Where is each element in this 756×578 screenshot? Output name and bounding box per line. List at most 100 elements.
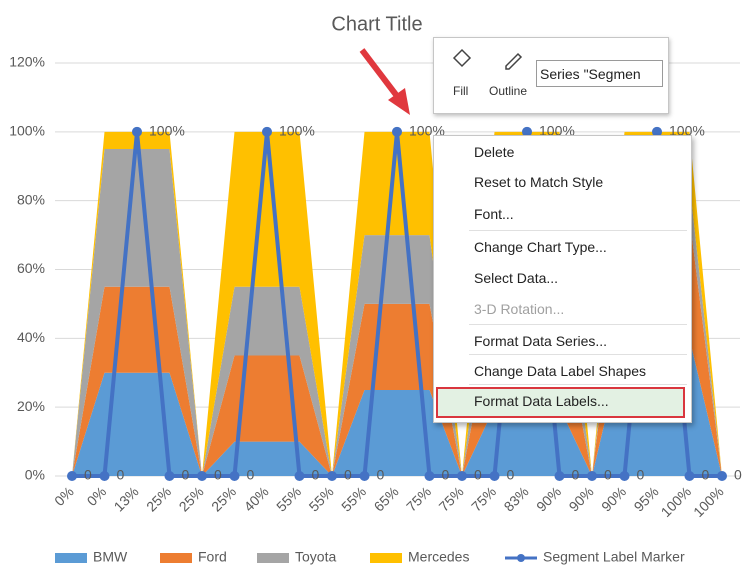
- line-marker: [262, 126, 272, 137]
- separator: [469, 230, 687, 231]
- x-tick-label: 55%: [306, 483, 337, 514]
- line-marker: [652, 126, 662, 137]
- menu-item[interactable]: Select Data...: [474, 270, 559, 286]
- annotation-arrow: [359, 48, 410, 115]
- separator: [469, 324, 687, 325]
- data-label: 0: [182, 467, 190, 483]
- line-marker: [67, 471, 77, 481]
- legend-label: Segment Label Marker: [543, 549, 685, 565]
- x-tick-label: 65%: [371, 483, 402, 514]
- x-tick-label: 55%: [273, 483, 304, 514]
- series-dropdown[interactable]: Series "Segmen: [536, 60, 663, 87]
- data-label: 100%: [409, 123, 445, 139]
- line-marker: [684, 471, 695, 481]
- x-tick-label: 75%: [436, 483, 467, 514]
- legend-swatch: [517, 554, 525, 562]
- menu-item: 3-D Rotation...: [474, 301, 565, 317]
- legend-label: Mercedes: [408, 549, 469, 565]
- line-marker: [229, 471, 240, 481]
- menu-item[interactable]: Format Data Series...: [474, 333, 608, 349]
- x-tick-label: 75%: [403, 483, 434, 514]
- y-tick-label: 120%: [9, 54, 45, 70]
- line-marker: [197, 471, 207, 481]
- x-tick-label: 90%: [566, 483, 597, 514]
- x-tick-label: 0%: [84, 483, 110, 509]
- x-tick-label: 25%: [208, 483, 239, 514]
- separator: [469, 384, 687, 385]
- data-label: 100%: [279, 123, 315, 139]
- data-label: 0: [507, 467, 515, 483]
- y-tick-label: 60%: [17, 260, 45, 276]
- x-tick-label: 40%: [241, 483, 272, 514]
- x-tick-label: 90%: [598, 483, 629, 514]
- data-label: 0: [377, 467, 385, 483]
- line-marker: [327, 471, 337, 481]
- data-label: 0: [702, 467, 710, 483]
- toolbar-icons: [452, 48, 523, 70]
- data-label: 0: [214, 467, 222, 483]
- legend-label: BMW: [93, 549, 128, 565]
- data-label: 0: [84, 467, 92, 483]
- x-tick-label: 83%: [501, 483, 532, 514]
- y-tick-label: 0%: [25, 467, 45, 483]
- mini-toolbar: Fill Outline Series "Segmen: [433, 37, 669, 114]
- data-label: 0: [442, 467, 450, 483]
- data-label: 0: [637, 467, 645, 483]
- line-marker: [132, 126, 142, 137]
- data-label: 100%: [669, 123, 705, 139]
- legend-swatch: [160, 553, 192, 563]
- legend-swatch: [370, 553, 402, 563]
- separator: [469, 354, 687, 355]
- x-tick-label: 55%: [338, 483, 369, 514]
- y-tick-label: 80%: [17, 191, 45, 207]
- line-marker: [99, 471, 110, 481]
- line-marker: [294, 471, 305, 481]
- y-tick-label: 20%: [17, 398, 45, 414]
- line-marker: [717, 471, 727, 481]
- area-series: [72, 149, 722, 476]
- context-menu: Delete Reset to Match Style Font... Change …: [433, 135, 692, 423]
- data-label: 0: [734, 467, 742, 483]
- line-marker: [489, 471, 500, 481]
- line-marker: [619, 471, 630, 481]
- line-marker: [457, 471, 467, 481]
- line-marker: [424, 471, 435, 481]
- data-label: 100%: [539, 123, 575, 139]
- line-marker: [359, 471, 370, 481]
- line-marker: [522, 126, 532, 137]
- menu-item[interactable]: Font...: [474, 206, 514, 222]
- x-tick-label: 100%: [690, 483, 727, 520]
- data-label: 0: [474, 467, 482, 483]
- data-label: 0: [344, 467, 352, 483]
- x-tick-label: 13%: [111, 483, 142, 514]
- menu-item[interactable]: Change Chart Type...: [474, 239, 607, 255]
- x-tick-label: 25%: [143, 483, 174, 514]
- menu-item[interactable]: Change Data Label Shapes: [474, 363, 647, 379]
- fill-button[interactable]: Fill: [453, 84, 469, 98]
- line-marker: [554, 471, 565, 481]
- area-series: [72, 217, 722, 476]
- highlight: [436, 387, 685, 418]
- x-tick-label: 0%: [51, 483, 77, 509]
- data-label: 0: [572, 467, 580, 483]
- x-tick-label: 100%: [658, 483, 695, 520]
- x-tick-label: 95%: [631, 483, 662, 514]
- line-marker: [392, 126, 402, 137]
- outline-button[interactable]: Outline: [489, 84, 528, 98]
- x-tick-label: 75%: [468, 483, 499, 514]
- line-marker: [164, 471, 175, 481]
- legend-swatch: [55, 553, 87, 563]
- menu-item[interactable]: Format Data Labels...: [474, 393, 609, 409]
- x-tick-label: 90%: [533, 483, 564, 514]
- chart-title: Chart Title: [331, 13, 422, 35]
- legend-swatch: [257, 553, 289, 563]
- data-label: 0: [117, 467, 125, 483]
- data-label: 0: [604, 467, 612, 483]
- menu-item[interactable]: Delete: [474, 144, 515, 160]
- x-tick-label: 25%: [176, 483, 207, 514]
- y-tick-label: 40%: [17, 329, 45, 345]
- legend-label: Toyota: [295, 549, 336, 565]
- menu-item[interactable]: Reset to Match Style: [474, 174, 604, 190]
- data-label: 100%: [149, 123, 185, 139]
